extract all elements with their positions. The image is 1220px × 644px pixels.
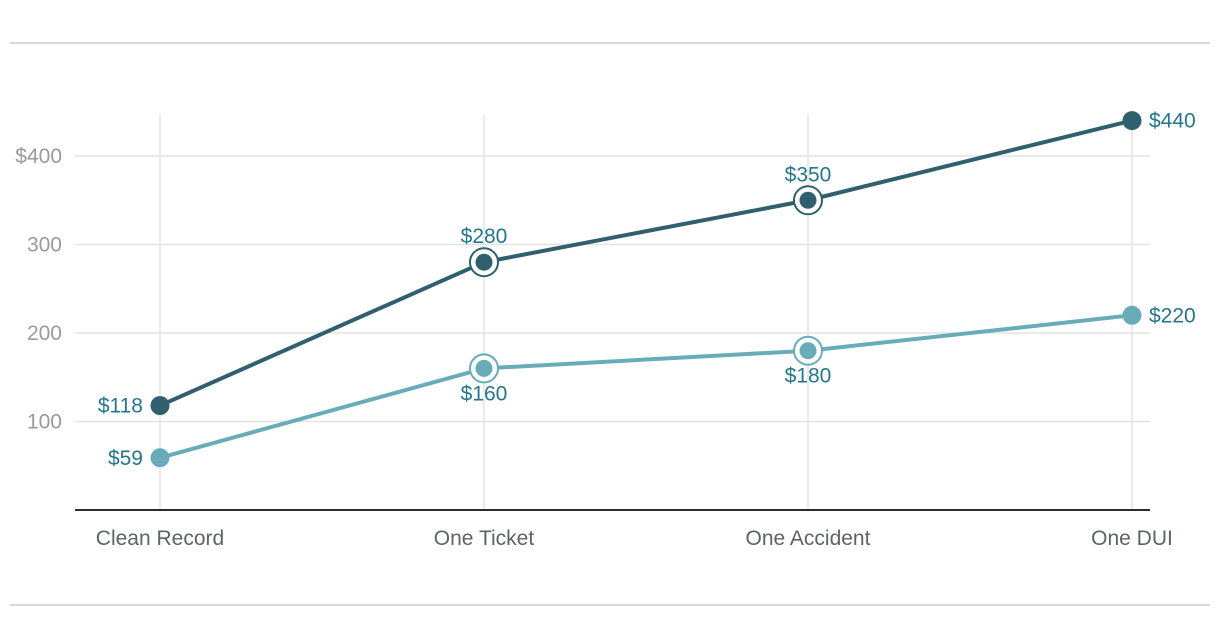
value-label: $350 (785, 163, 832, 186)
data-point (475, 253, 493, 271)
y-tick-label: 200 (27, 322, 62, 345)
data-point (150, 448, 170, 468)
x-axis-label: One DUI (1091, 527, 1173, 550)
bottom-divider (10, 604, 1210, 606)
x-axis-label: One Ticket (434, 527, 535, 550)
x-axis-label: One Accident (746, 527, 871, 550)
y-tick-label: 300 (27, 234, 62, 257)
data-point (799, 342, 817, 360)
data-point (150, 396, 170, 416)
value-label: $59 (108, 447, 143, 470)
y-tick-label: $400 (15, 145, 62, 168)
value-label: $280 (461, 225, 508, 248)
value-label: $160 (461, 382, 508, 405)
value-label: $180 (785, 365, 832, 388)
data-point (475, 359, 493, 377)
value-label: $220 (1149, 304, 1196, 327)
top-divider (10, 42, 1210, 44)
value-label: $118 (98, 395, 143, 418)
data-point (1122, 305, 1142, 325)
y-tick-label: 100 (27, 411, 62, 434)
data-point (1122, 111, 1142, 131)
data-point (799, 191, 817, 209)
value-label: $440 (1149, 110, 1196, 133)
series-line-light-teal-series (158, 313, 1134, 460)
x-axis-label: Clean Record (96, 527, 224, 550)
series-line-dark-teal-series (158, 118, 1134, 408)
